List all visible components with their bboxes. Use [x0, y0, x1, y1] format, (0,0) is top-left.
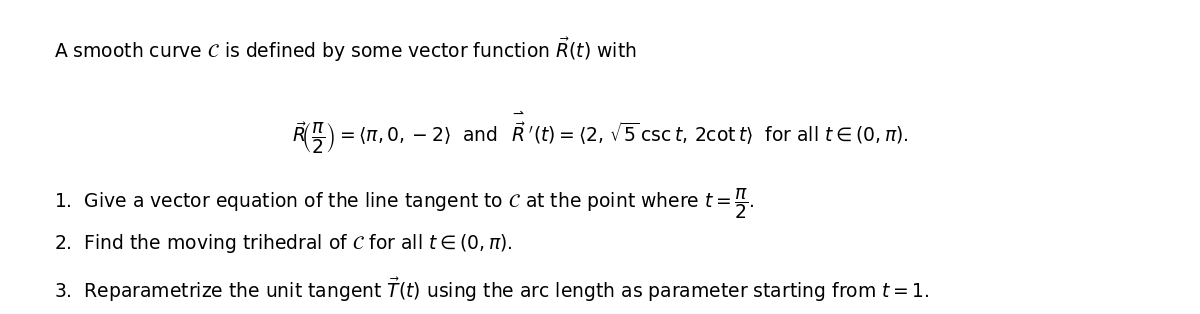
Text: A smooth curve $\mathcal{C}$ is defined by some vector function $\vec{R}(t)$ wit: A smooth curve $\mathcal{C}$ is defined …	[54, 36, 637, 64]
Text: 3.  Reparametrize the unit tangent $\vec{T}(t)$ using the arc length as paramete: 3. Reparametrize the unit tangent $\vec{…	[54, 276, 930, 304]
Text: $\vec{R}\!\left(\dfrac{\pi}{2}\right) = \langle\pi, 0, -2\rangle$  and  $\overse: $\vec{R}\!\left(\dfrac{\pi}{2}\right) = …	[292, 110, 908, 156]
Text: 1.  Give a vector equation of the line tangent to $\mathcal{C}$ at the point whe: 1. Give a vector equation of the line ta…	[54, 186, 755, 221]
Text: 2.  Find the moving trihedral of $\mathcal{C}$ for all $t\in(0,\pi)$.: 2. Find the moving trihedral of $\mathca…	[54, 232, 514, 255]
